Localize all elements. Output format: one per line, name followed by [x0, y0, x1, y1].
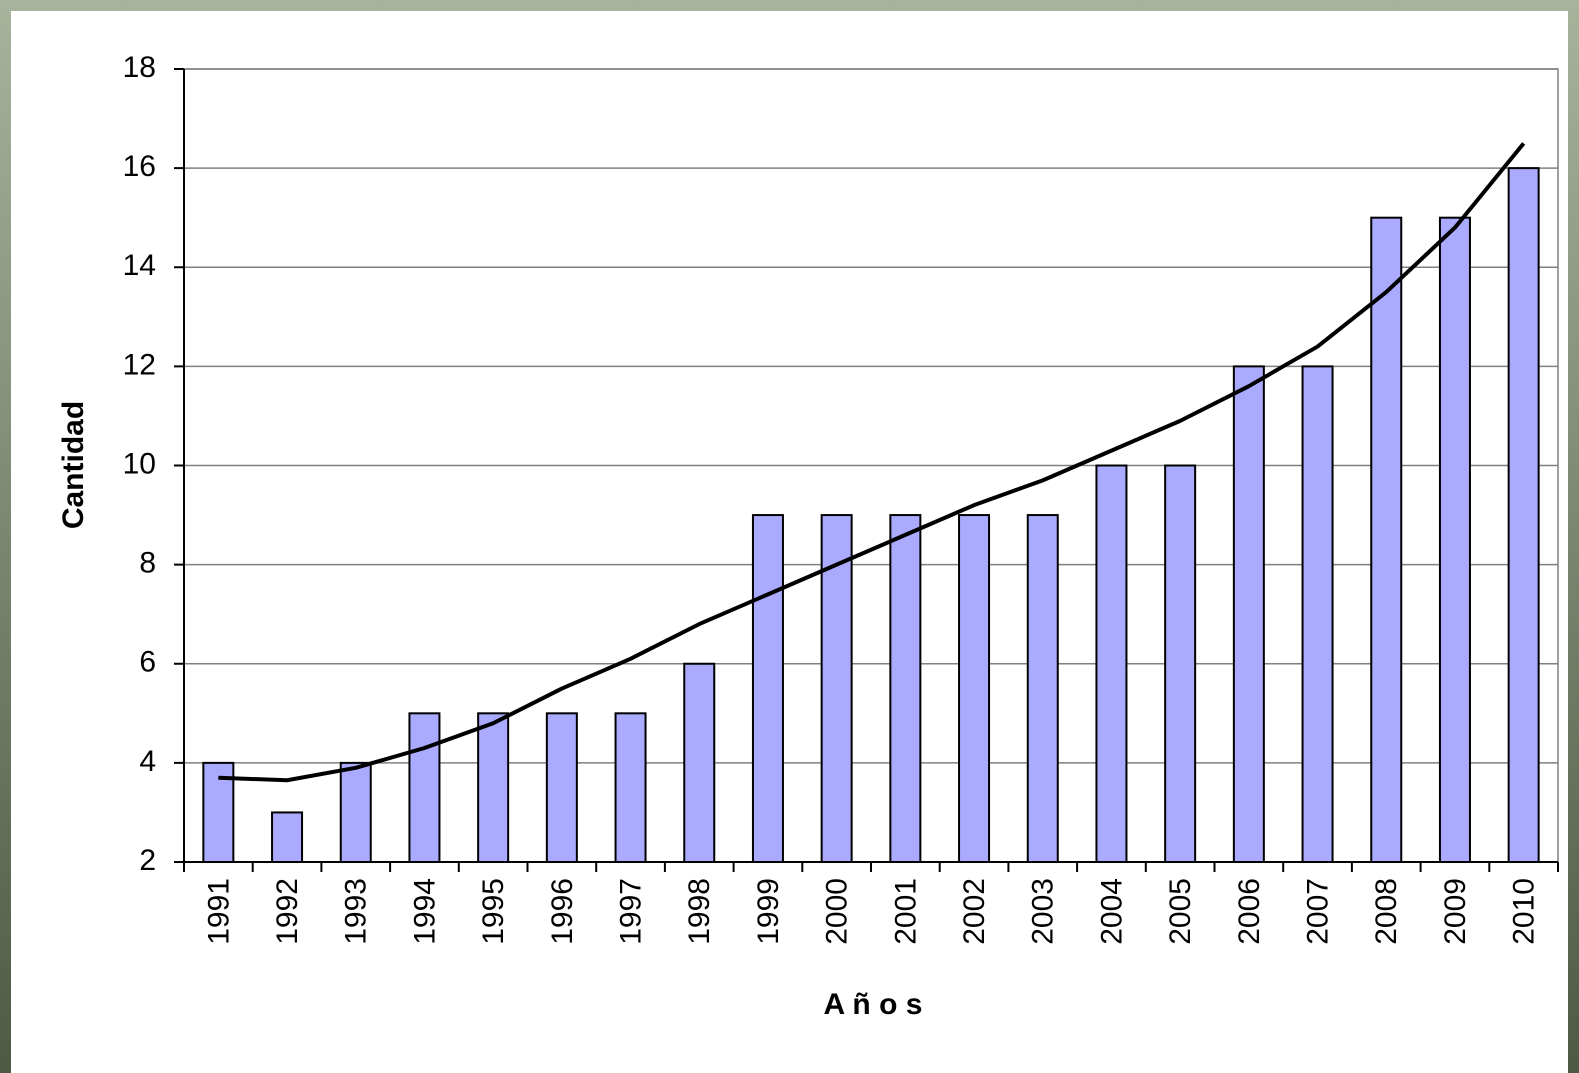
bar: [1301, 365, 1334, 863]
bar: [1026, 514, 1059, 863]
y-tick-label: 6: [139, 646, 156, 679]
bar: [1164, 464, 1197, 863]
x-tick-label: 2003: [1027, 878, 1060, 945]
bar: [683, 662, 716, 863]
x-tick-label: 1998: [683, 878, 716, 945]
y-tick-label: 2: [139, 844, 156, 877]
bar: [1232, 365, 1265, 863]
bar: [271, 811, 304, 863]
y-tick-label: 10: [123, 447, 156, 480]
y-tick-label: 14: [123, 249, 156, 282]
x-tick-label: 2006: [1233, 878, 1266, 945]
bar: [889, 514, 922, 863]
y-axis-title: Cantidad: [57, 401, 90, 529]
bar: [958, 514, 991, 863]
bar: [408, 712, 441, 863]
bar: [1370, 216, 1403, 863]
x-tick-label: 2000: [821, 878, 854, 945]
y-tick-label: 12: [123, 348, 156, 381]
x-tick-label: 1993: [340, 878, 373, 945]
bar: [751, 514, 784, 863]
x-tick-label: 1994: [408, 878, 441, 945]
x-tick-label: 1992: [271, 878, 304, 945]
x-tick-label: 2007: [1301, 878, 1334, 945]
bar: [1507, 167, 1540, 863]
bar: [820, 514, 853, 863]
x-tick-label: 1996: [546, 878, 579, 945]
x-tick-label: 2010: [1508, 878, 1541, 945]
x-tick-label: 1997: [614, 878, 647, 945]
x-tick-label: 2009: [1439, 878, 1472, 945]
x-tick-label: 2005: [1164, 878, 1197, 945]
x-tick-label: 2004: [1095, 878, 1128, 945]
x-tick-label: 2001: [889, 878, 922, 945]
y-tick-label: 4: [139, 745, 156, 778]
x-tick-label: 1995: [477, 878, 510, 945]
x-tick-label: 1999: [752, 878, 785, 945]
trend-line: [218, 142, 1526, 783]
bar: [545, 712, 578, 863]
y-tick-label: 8: [139, 547, 156, 580]
bar: [477, 712, 510, 863]
y-tick-label: 16: [123, 150, 156, 183]
x-tick-label: 2008: [1370, 878, 1403, 945]
y-tick-label: 18: [123, 51, 156, 84]
bar: [339, 761, 372, 863]
x-axis-title: A ñ o s: [824, 988, 923, 1021]
x-tick-label: 1991: [202, 878, 235, 945]
bar: [1438, 216, 1471, 863]
bar: [1095, 464, 1128, 863]
bar: [614, 712, 647, 863]
x-tick-label: 2002: [958, 878, 991, 945]
